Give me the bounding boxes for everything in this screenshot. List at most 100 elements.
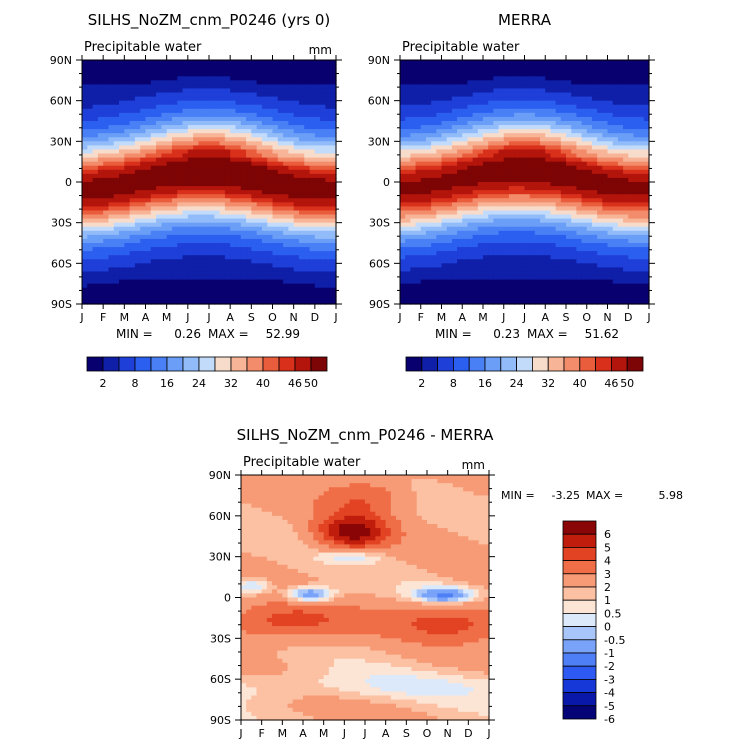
heatmap-cell <box>561 223 567 228</box>
heatmap-cell <box>519 206 525 211</box>
heatmap-cell <box>602 97 608 102</box>
heatmap-cell <box>193 271 199 276</box>
heatmap-cell <box>161 215 167 220</box>
heatmap-cell <box>98 276 104 281</box>
heatmap-cell <box>582 190 588 195</box>
heatmap-cell <box>146 64 152 69</box>
heatmap-cell <box>556 170 562 175</box>
heatmap-cell <box>571 202 577 207</box>
heatmap-cell <box>597 88 603 93</box>
heatmap-cell <box>135 109 141 114</box>
heatmap-cell <box>119 292 125 297</box>
heatmap-cell <box>220 64 226 69</box>
heatmap-cell <box>209 235 215 240</box>
heatmap-cell <box>135 239 141 244</box>
heatmap-cell <box>525 194 531 199</box>
heatmap-cell <box>576 158 582 163</box>
heatmap-cell <box>633 162 639 167</box>
heatmap-cell <box>103 206 109 211</box>
heatmap-cell <box>499 113 505 118</box>
heatmap-cell <box>304 84 310 89</box>
heatmap-cell <box>299 219 305 224</box>
heatmap-cell <box>130 198 136 203</box>
heatmap-cell <box>93 296 99 301</box>
heatmap-cell <box>571 121 577 126</box>
heatmap-cell <box>405 60 411 65</box>
heatmap-cell <box>400 219 406 224</box>
heatmap-cell <box>204 133 210 138</box>
heatmap-cell <box>119 206 125 211</box>
heatmap-cell <box>156 109 162 114</box>
heatmap-cell <box>462 182 468 187</box>
heatmap-cell <box>220 170 226 175</box>
heatmap-cell <box>320 60 326 65</box>
heatmap-cell <box>478 101 484 106</box>
heatmap-cell <box>613 182 619 187</box>
heatmap-cell <box>267 210 273 215</box>
heatmap-cell <box>550 68 556 73</box>
heatmap-cell <box>426 227 432 232</box>
heatmap-cell <box>288 247 294 252</box>
heatmap-cell <box>251 280 257 285</box>
heatmap-cell <box>310 154 316 159</box>
heatmap-cell <box>93 97 99 102</box>
heatmap-cell <box>188 227 194 232</box>
heatmap-cell <box>119 121 125 126</box>
heatmap-cell <box>320 284 326 289</box>
heatmap-cell <box>504 174 510 179</box>
heatmap-cell <box>124 68 130 73</box>
heatmap-cell <box>618 141 624 146</box>
heatmap-cell <box>509 202 515 207</box>
heatmap-cell <box>251 202 257 207</box>
heatmap-cell <box>262 109 268 114</box>
heatmap-cell <box>426 174 432 179</box>
heatmap-cell <box>193 174 199 179</box>
heatmap-cell <box>283 109 289 114</box>
heatmap-cell <box>283 210 289 215</box>
heatmap-cell <box>535 64 541 69</box>
heatmap-cell <box>251 129 257 134</box>
heatmap-cell <box>633 170 639 175</box>
heatmap-cell <box>405 72 411 77</box>
heatmap-cell <box>561 80 567 85</box>
heatmap-cell <box>82 223 88 228</box>
heatmap-cell <box>436 109 442 114</box>
heatmap-cell <box>504 227 510 232</box>
heatmap-cell <box>124 182 130 187</box>
heatmap-cell <box>299 80 305 85</box>
heatmap-cell <box>103 292 109 297</box>
heatmap-cell <box>241 174 247 179</box>
heatmap-cell <box>283 288 289 293</box>
heatmap-cell <box>587 158 593 163</box>
heatmap-cell <box>587 174 593 179</box>
heatmap-cell <box>576 202 582 207</box>
heatmap-cell <box>124 243 130 248</box>
heatmap-cell <box>315 276 321 281</box>
heatmap-cell <box>488 72 494 77</box>
heatmap-cell <box>82 166 88 171</box>
heatmap-cell <box>587 210 593 215</box>
heatmap-cell <box>488 170 494 175</box>
heatmap-cell <box>602 178 608 183</box>
heatmap-cell <box>188 276 194 281</box>
heatmap-cell <box>87 202 93 207</box>
heatmap-cell <box>535 113 541 118</box>
heatmap-cell <box>130 219 136 224</box>
heatmap-cell <box>183 243 189 248</box>
heatmap-cell <box>325 186 331 191</box>
heatmap-cell <box>597 93 603 98</box>
heatmap-cell <box>257 137 263 142</box>
heatmap-cell <box>530 194 536 199</box>
heatmap-cell <box>235 68 241 73</box>
heatmap-cell <box>561 97 567 102</box>
heatmap-cell <box>452 210 458 215</box>
heatmap-cell <box>597 215 603 220</box>
heatmap-cell <box>251 215 257 220</box>
heatmap-cell <box>421 149 427 154</box>
heatmap-cell <box>172 93 178 98</box>
heatmap-cell <box>576 64 582 69</box>
heatmap-cell <box>177 194 183 199</box>
heatmap-cell <box>299 215 305 220</box>
heatmap-cell <box>447 72 453 77</box>
heatmap-cell <box>571 141 577 146</box>
